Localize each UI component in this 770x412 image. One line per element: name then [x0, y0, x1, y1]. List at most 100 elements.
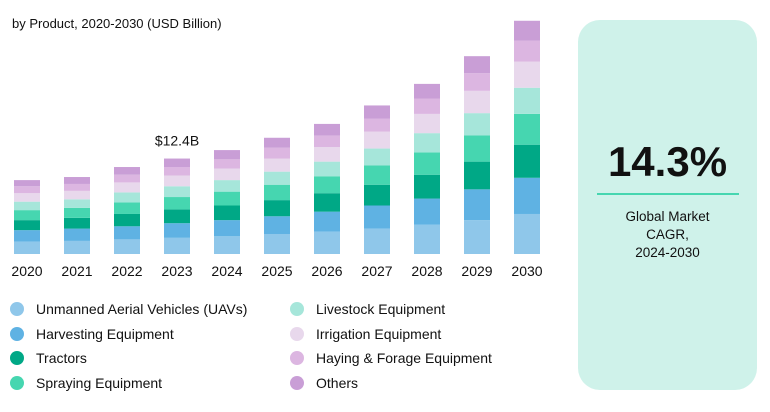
- bar-segment: [64, 217, 90, 229]
- bar-segment: [64, 199, 90, 208]
- legend-swatch-icon: [10, 376, 24, 391]
- legend-item: Irrigation Equipment: [290, 326, 441, 342]
- legend-label: Others: [316, 375, 359, 392]
- divider: [597, 193, 739, 195]
- legend-label: Harvesting Equipment: [36, 325, 174, 342]
- x-tick-label: 2022: [111, 263, 142, 279]
- legend-item: Harvesting Equipment: [10, 326, 174, 342]
- bar-segment: [264, 171, 290, 185]
- bar-segment: [214, 236, 240, 254]
- bar-segment: [464, 113, 490, 136]
- bar-segment: [114, 239, 140, 254]
- cagr-value: 14.3%: [607, 138, 728, 185]
- bar-segment: [214, 168, 240, 181]
- bar-segment: [414, 133, 440, 153]
- bar-segment: [214, 205, 240, 221]
- bar-segment: [464, 73, 490, 91]
- cagr-label-line: CAGR,: [646, 227, 689, 242]
- bar-segment: [464, 90, 490, 114]
- bar-segment: [414, 224, 440, 254]
- legend-label: Unmanned Aerial Vehicles (UAVs): [36, 301, 248, 317]
- legend-item: Unmanned Aerial Vehicles (UAVs): [10, 301, 247, 317]
- bar-segment: [64, 207, 90, 218]
- bar-segment: [464, 135, 490, 162]
- legend-label: Irrigation Equipment: [316, 325, 442, 342]
- bar-segment: [264, 216, 290, 234]
- legend-label: Haying & Forage Equipment: [316, 350, 492, 367]
- x-tick-label: 2020: [11, 263, 42, 279]
- bar-segment: [364, 148, 390, 166]
- bar-segment: [464, 220, 490, 254]
- bar-segment: [314, 147, 340, 162]
- bar-segment: [514, 61, 540, 88]
- bar-segment: [114, 226, 140, 240]
- cagr-card: 14.3% Global Market CAGR, 2024-2030: [578, 20, 757, 390]
- legend-swatch-icon: [290, 302, 304, 316]
- bar-segment: [164, 167, 190, 176]
- bar-segment: [264, 233, 290, 254]
- bar-segment: [14, 201, 40, 211]
- bar-segment: [14, 193, 40, 202]
- bar-segment: [214, 180, 240, 192]
- bar-segment: [14, 180, 40, 187]
- bar-segment: [64, 177, 90, 184]
- bar-segment: [214, 220, 240, 237]
- bar-segment: [264, 137, 290, 148]
- bar-segment: [514, 144, 540, 178]
- legend-label: Livestock Equipment: [316, 301, 446, 317]
- x-tick-label: 2021: [61, 263, 92, 279]
- bar-segment: [264, 184, 290, 201]
- legend-item: Haying & Forage Equipment: [290, 350, 492, 366]
- x-tick-label: 2028: [411, 263, 442, 279]
- bar-segment: [314, 231, 340, 254]
- bar-segment: [14, 230, 40, 242]
- bar-segment: [264, 158, 290, 172]
- legend-item: Others: [290, 375, 358, 391]
- x-tick-label: 2023: [161, 263, 192, 279]
- x-tick-label: 2029: [461, 263, 492, 279]
- bar-segment: [414, 174, 440, 199]
- bar-segment: [64, 240, 90, 254]
- bar-segment: [514, 40, 540, 62]
- bar-segment: [64, 228, 90, 241]
- bar-segment: [464, 161, 490, 190]
- bar-segment: [164, 158, 190, 168]
- bar-segment: [214, 150, 240, 160]
- bar-segment: [214, 159, 240, 169]
- bar-segment: [64, 183, 90, 191]
- bar-segment: [64, 190, 90, 200]
- chart-subtitle: by Product, 2020-2030 (USD Billion): [12, 16, 222, 31]
- bar-segment: [164, 175, 190, 187]
- legend-swatch-icon: [10, 351, 24, 366]
- bar-segment: [364, 165, 390, 185]
- bar-segment: [464, 56, 490, 74]
- legend-label: Spraying Equipment: [36, 375, 163, 392]
- x-tick-label: 2030: [511, 263, 542, 279]
- legend-item: Spraying Equipment: [10, 375, 162, 391]
- bar-segment: [14, 186, 40, 194]
- bar-segment: [414, 83, 440, 99]
- bar-segment: [164, 209, 190, 224]
- bar-segment: [14, 220, 40, 231]
- cagr-label-line: Global Market: [625, 209, 710, 224]
- bar-segment: [364, 184, 390, 206]
- legend-swatch-icon: [10, 326, 24, 341]
- bar-segment: [364, 228, 390, 254]
- bar-segment: [114, 192, 140, 203]
- bar-segment: [314, 123, 340, 136]
- legend-swatch-icon: [290, 376, 304, 391]
- bar-segment: [114, 174, 140, 183]
- bar-segment: [414, 152, 440, 175]
- stacked-bar-chart: 2020 2021 2022 2023 $12.4B 2024 2025 2026 2027 20…: [11, 20, 543, 279]
- bar-segment: [364, 131, 390, 149]
- cagr-label: Global Market CAGR, 2024-2030: [578, 208, 757, 262]
- bar-segment: [314, 161, 340, 177]
- bar-segment: [164, 223, 190, 238]
- x-tick-label: 2025: [261, 263, 292, 279]
- legend-label: Tractors: [36, 350, 87, 367]
- bar-segment: [514, 20, 540, 41]
- bar-segment: [14, 241, 40, 254]
- bar-segment: [114, 202, 140, 214]
- bar-segment: [414, 113, 440, 134]
- bar-segment: [214, 191, 240, 206]
